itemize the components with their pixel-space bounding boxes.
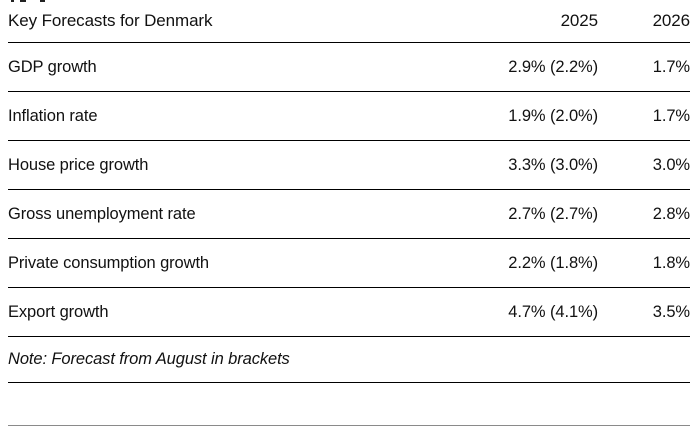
row-label: Gross unemployment rate [8,204,196,223]
table-title: Key Forecasts for Denmark [8,11,213,30]
row-label: Inflation rate [8,106,98,125]
table-header-row: Key Forecasts for Denmark 2025 2026 [8,0,690,43]
row-label: GDP growth [8,57,97,76]
column-header-2026: 2026 [652,11,691,30]
row-value-2025: 1.9% (2.0%) [508,106,598,125]
row-label: Export growth [8,302,109,321]
row-value-2026: 2.8% [652,204,690,223]
row-value-2025: 2.9% (2.2%) [508,57,598,76]
row-value-2026: 1.8% [652,253,690,272]
table-row: Inflation rate 1.9% (2.0%) 1.7% [8,92,690,141]
table-row: Gross unemployment rate 2.7% (2.7%) 2.8% [8,190,690,239]
row-value-2026: 1.7% [652,57,690,76]
row-label: Private consumption growth [8,253,209,272]
table-row: Export growth 4.7% (4.1%) 3.5% [8,288,690,337]
column-header-2025: 2025 [560,11,599,30]
table-note: Note: Forecast from August in brackets [8,350,290,368]
row-value-2025: 4.7% (4.1%) [508,302,598,321]
bottom-spacer-and-gray-rule [8,383,690,426]
row-value-2026: 3.5% [652,302,690,321]
row-value-2025: 3.3% (3.0%) [508,155,598,174]
cropped-text-artifact [11,0,45,2]
table-row: GDP growth 2.9% (2.2%) 1.7% [8,43,690,92]
row-value-2026: 1.7% [652,106,690,125]
row-label: House price growth [8,155,149,174]
forecast-table: Key Forecasts for Denmark 2025 2026 GDP … [8,0,690,426]
row-value-2025: 2.2% (1.8%) [508,253,598,272]
table-note-row: Note: Forecast from August in brackets [8,337,690,383]
table-row: Private consumption growth 2.2% (1.8%) 1… [8,239,690,288]
table-row: House price growth 3.3% (3.0%) 3.0% [8,141,690,190]
row-value-2026: 3.0% [652,155,690,174]
row-value-2025: 2.7% (2.7%) [508,204,598,223]
